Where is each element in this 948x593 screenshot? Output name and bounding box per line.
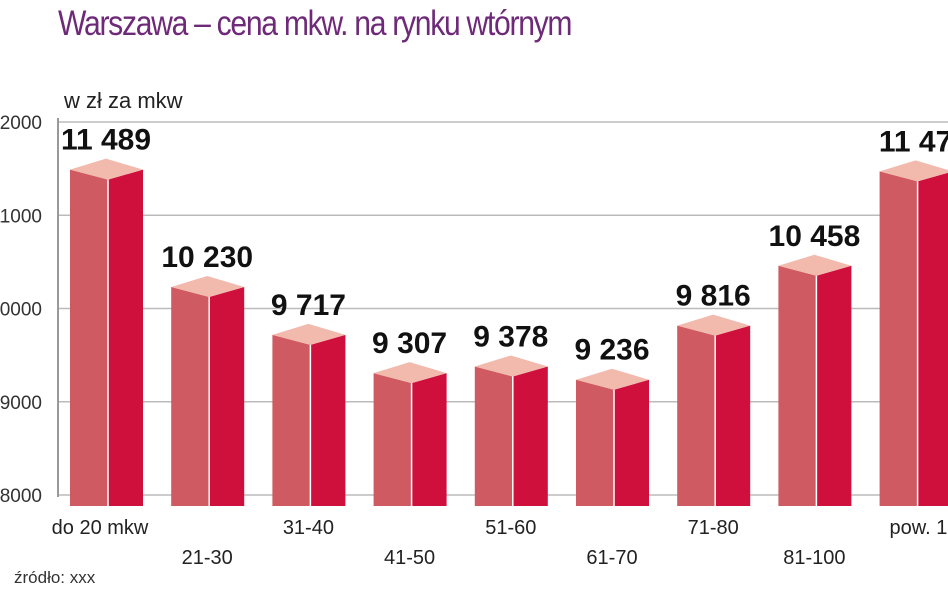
value-label: 11 489 — [61, 124, 151, 157]
bar-right-face — [715, 325, 751, 506]
bar-left-face — [778, 265, 817, 506]
value-label: 9 717 — [271, 289, 346, 322]
bar-left-face — [677, 325, 716, 506]
value-label: 10 458 — [769, 220, 861, 253]
category-label: pow. 100 — [890, 517, 948, 539]
bar-left-face — [474, 366, 513, 506]
bar-right-face — [614, 379, 649, 506]
bar-left-face — [879, 171, 918, 507]
y-tick-label: 11000 — [0, 206, 42, 227]
y-tick-label: 12000 — [0, 113, 42, 134]
bar-top-face — [879, 160, 948, 182]
category-label: 31-40 — [283, 517, 334, 539]
value-label: 10 230 — [161, 241, 253, 274]
value-label: 9 816 — [676, 280, 751, 313]
bar-top-face — [272, 323, 346, 345]
y-tick-label: 8000 — [0, 486, 42, 507]
category-label: 41-50 — [384, 547, 435, 569]
y-tick-label: 9000 — [0, 393, 42, 414]
bar-top-face — [778, 254, 852, 276]
value-label: 11 47 — [879, 125, 948, 158]
category-label: 61-70 — [586, 547, 637, 569]
bar-right-face — [512, 366, 548, 506]
bar-left-face — [171, 287, 210, 506]
bar-left-face — [576, 379, 614, 506]
category-label: do 20 mkw — [52, 517, 149, 539]
source-note: źródło: xxx — [14, 568, 96, 587]
bar-top-face — [474, 355, 548, 377]
bar-right-face — [411, 373, 447, 506]
bar-right-face — [209, 287, 245, 506]
chart-title: Warszawa – cena mkw. na rynku wtórnym — [58, 4, 573, 43]
y-tick-label: 10000 — [0, 300, 42, 321]
category-label: 21-30 — [182, 547, 233, 569]
category-label: 71-80 — [688, 517, 739, 539]
value-label: 9 378 — [473, 321, 548, 354]
bar-left-face — [373, 373, 412, 506]
bar-top-face — [171, 276, 245, 298]
value-label: 9 236 — [574, 334, 649, 367]
bar-top-face — [677, 314, 751, 336]
bar-right-face — [816, 265, 852, 506]
bar-right-face — [310, 334, 346, 506]
bar-top-face — [576, 368, 649, 390]
bar-left-face — [70, 169, 108, 506]
category-label: 81-100 — [783, 547, 845, 569]
bar-right-face — [917, 172, 948, 506]
bar-right-face — [108, 169, 143, 506]
y-axis-label: w zł za mkw — [64, 88, 183, 113]
category-label: 51-60 — [485, 517, 536, 539]
value-label: 9 307 — [372, 327, 447, 360]
bar-left-face — [272, 334, 311, 506]
bar-top-face — [70, 158, 143, 180]
bar-top-face — [373, 362, 447, 384]
